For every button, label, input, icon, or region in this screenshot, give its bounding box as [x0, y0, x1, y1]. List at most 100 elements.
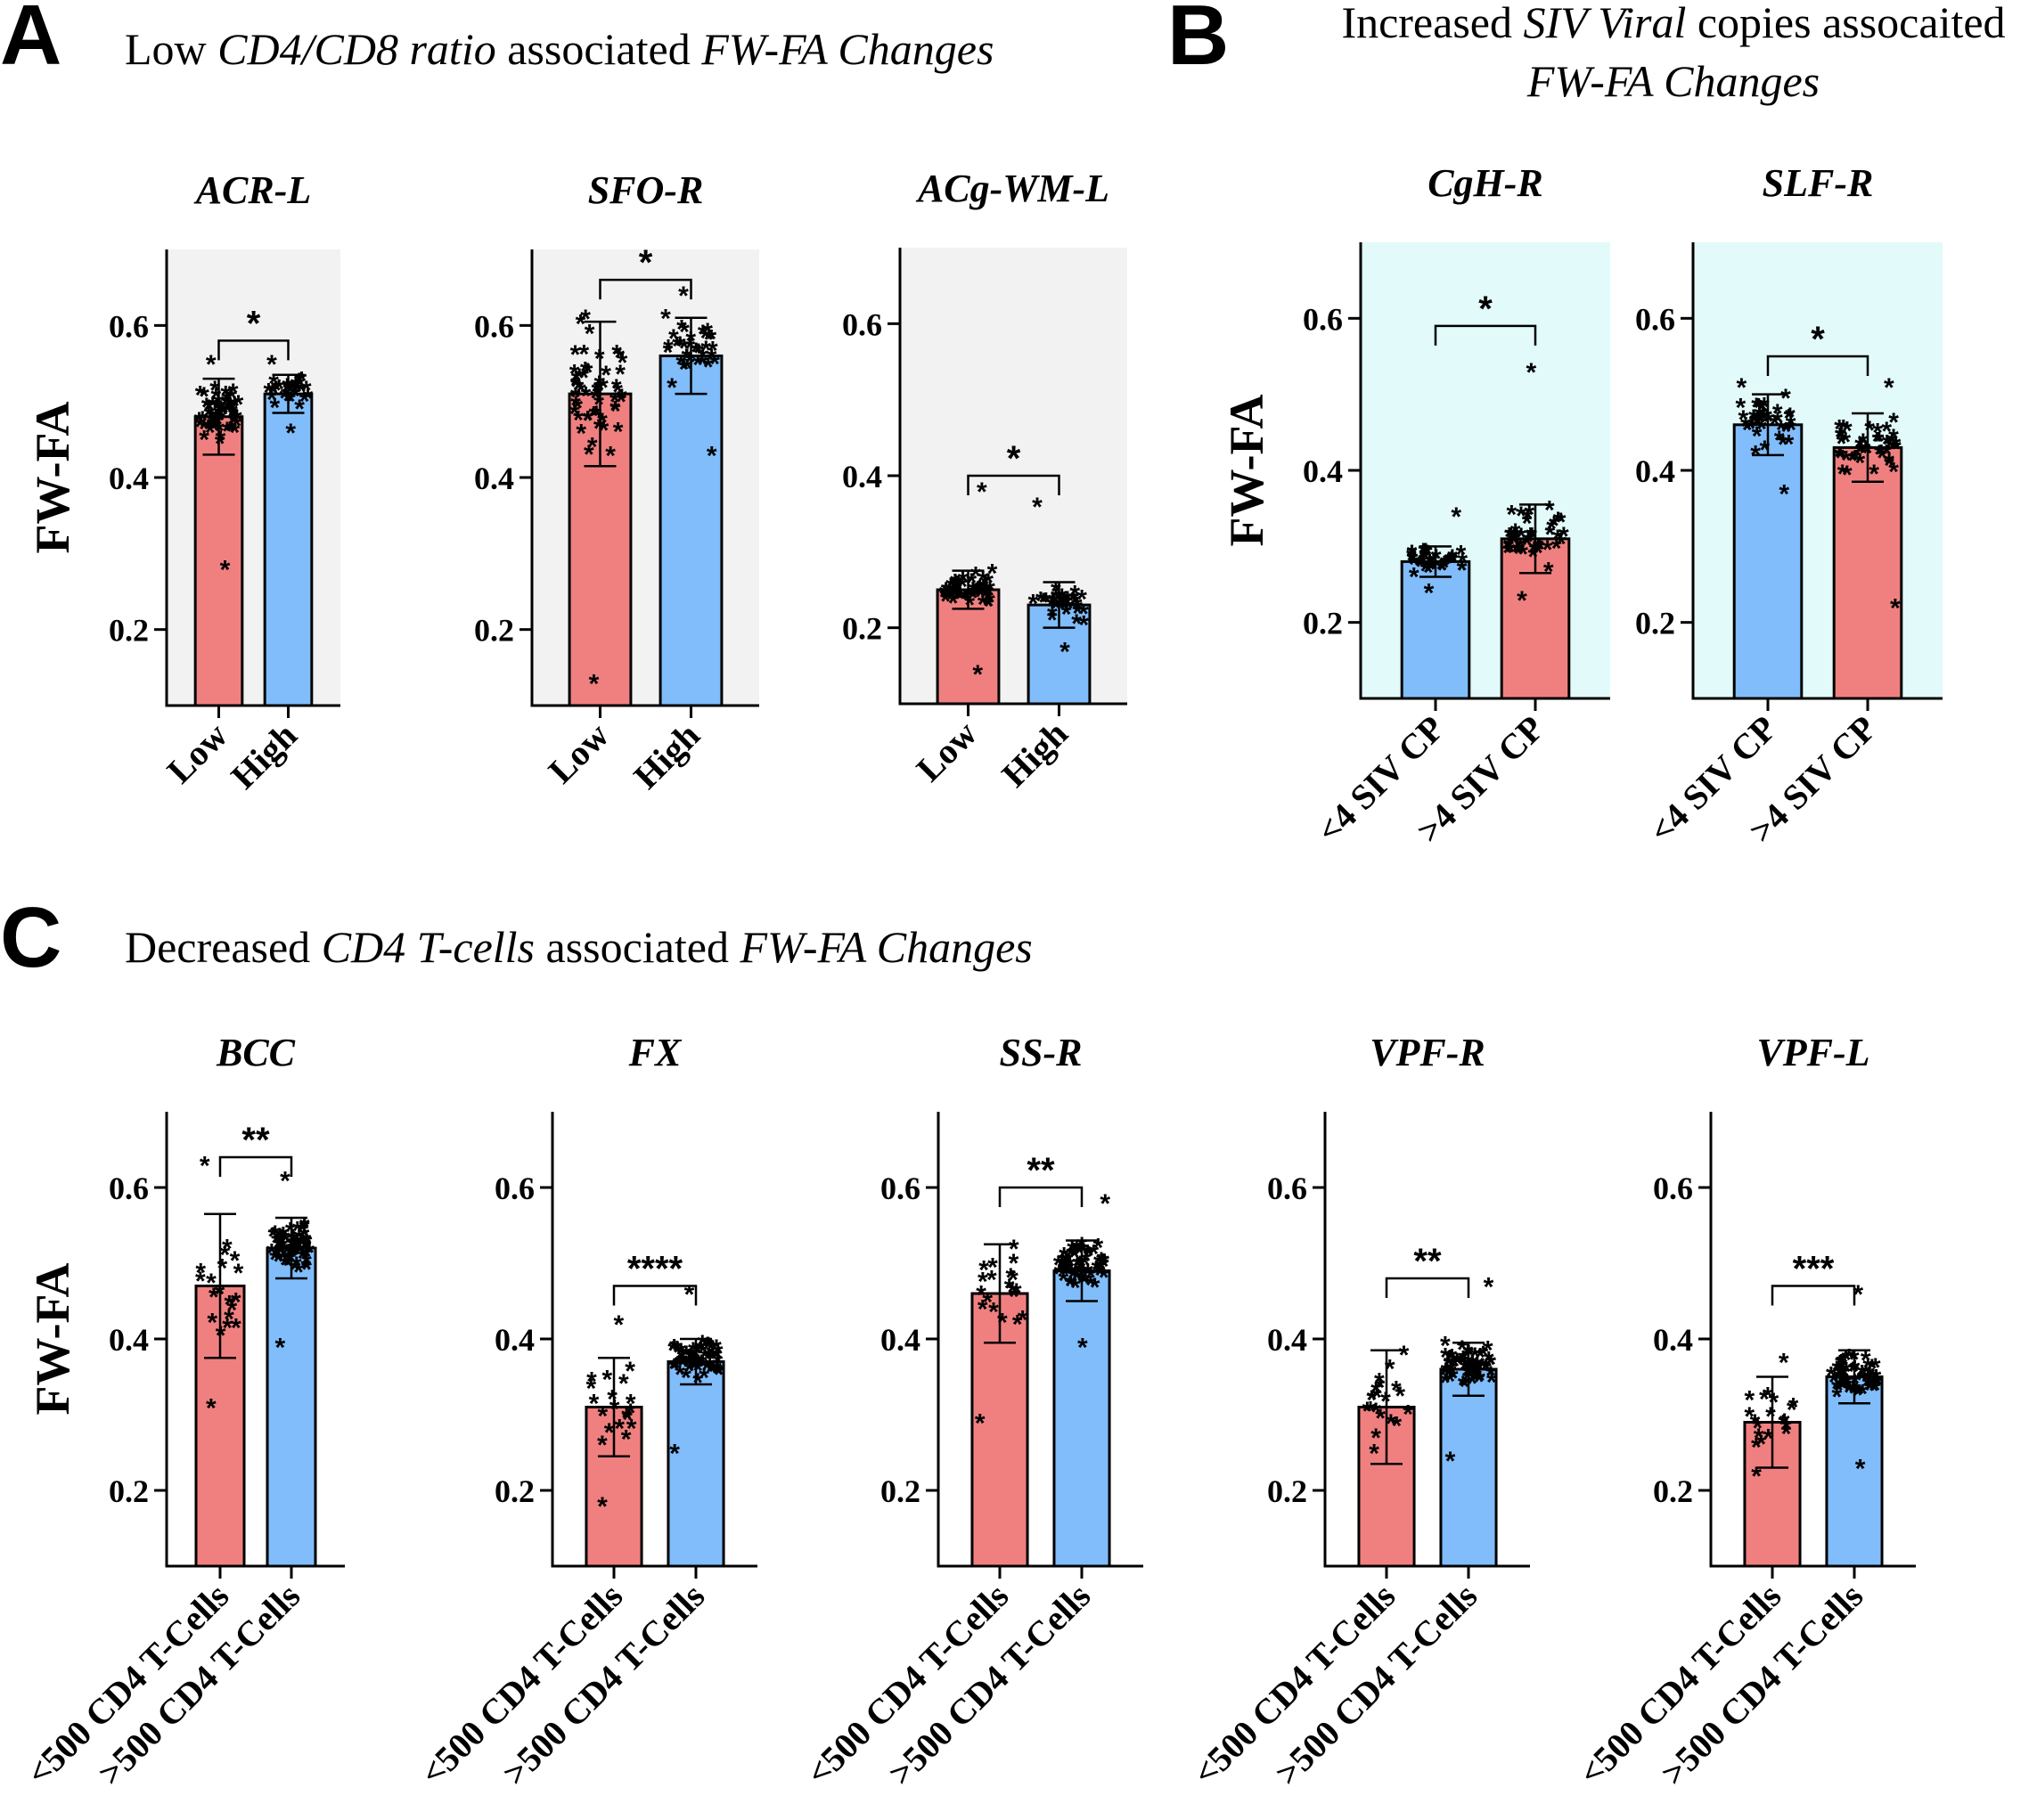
data-point: * [1857, 1380, 1868, 1409]
data-point: * [1080, 1247, 1091, 1277]
data-point: * [298, 1230, 308, 1260]
data-point: * [953, 584, 963, 613]
data-point: * [301, 1249, 312, 1278]
data-point: * [226, 416, 237, 445]
data-point: * [1884, 449, 1894, 478]
data-point: * [299, 1222, 310, 1252]
data-point: * [294, 1239, 305, 1269]
data-point: * [222, 1313, 233, 1343]
data-point: * [1066, 1242, 1076, 1271]
data-point: * [1736, 373, 1747, 403]
data-point: * [1542, 535, 1553, 565]
data-point: * [700, 323, 711, 353]
data-point: * [1059, 1253, 1070, 1283]
data-point: * [985, 588, 995, 617]
data-point: * [978, 1267, 988, 1296]
data-point: * [1457, 556, 1468, 585]
data-point: * [301, 1228, 312, 1257]
data-point: * [1523, 527, 1534, 557]
data-point: * [1077, 1334, 1088, 1363]
data-point: * [266, 1238, 277, 1268]
data-point: * [228, 402, 239, 431]
data-point: * [217, 1253, 227, 1283]
data-point: * [279, 1236, 290, 1266]
data-point: * [1864, 1375, 1875, 1405]
data-point: * [583, 358, 593, 388]
significance-bracket [612, 1285, 698, 1306]
data-point: * [1085, 1271, 1096, 1301]
data-point: * [1367, 1385, 1378, 1415]
data-point: * [1833, 1376, 1844, 1406]
data-point: * [1838, 1348, 1849, 1377]
data-point: * [711, 1343, 722, 1372]
data-point: * [1847, 446, 1858, 476]
data-point: * [1861, 1359, 1871, 1389]
data-point: * [949, 583, 960, 612]
data-point: * [1844, 1378, 1854, 1408]
data-point: * [1772, 399, 1783, 428]
data-point: * [1375, 1373, 1386, 1402]
data-point: * [690, 1351, 700, 1380]
data-point: * [1551, 535, 1562, 564]
data-point: * [663, 335, 674, 364]
data-point: * [208, 392, 218, 421]
data-point: * [267, 378, 278, 407]
section-b-title-part: Increased [1341, 0, 1523, 47]
data-point: * [1872, 1371, 1883, 1400]
data-point: * [281, 1228, 291, 1257]
data-point: * [1440, 1343, 1451, 1373]
data-point: * [1072, 595, 1083, 624]
section-c-title-part: CD4 T-cells [322, 922, 535, 972]
data-point: * [1084, 1241, 1094, 1270]
data-point: * [1446, 1359, 1457, 1388]
data-point: * [1059, 1259, 1070, 1288]
data-point: * [984, 581, 994, 610]
data-point: * [617, 384, 627, 413]
data-point: * [574, 363, 585, 393]
data-point: * [1439, 551, 1450, 581]
data-point: * [1858, 428, 1869, 458]
section-b-letter: B [1167, 0, 1229, 83]
data-point: * [1481, 1356, 1492, 1385]
data-point: * [669, 1440, 680, 1469]
y-tick-label: 0.4 [474, 461, 514, 496]
data-point: * [1458, 1346, 1468, 1375]
data-point: * [1781, 1414, 1792, 1443]
section-b-title-line1: Increased SIV Viral copies assocaited [1341, 0, 2005, 47]
section-c-title-part: Decreased [125, 922, 322, 972]
data-point: * [1448, 1364, 1459, 1393]
significance-label: **** [627, 1250, 683, 1289]
data-point: * [1485, 1350, 1496, 1379]
data-point: * [1838, 415, 1849, 445]
data-point: * [696, 1335, 707, 1365]
data-point: * [1484, 1273, 1494, 1302]
data-point: * [1556, 529, 1567, 559]
data-point: * [225, 417, 236, 446]
data-point: * [200, 1152, 210, 1181]
significance-bracket [967, 474, 1060, 495]
data-point: * [1738, 405, 1749, 435]
data-point: * [678, 282, 689, 311]
data-point: * [1746, 414, 1756, 444]
data-point: * [978, 1294, 988, 1324]
data-point: * [691, 338, 701, 367]
data-point: * [1510, 518, 1521, 548]
data-point: * [1751, 393, 1762, 422]
data-point: * [207, 1309, 217, 1338]
data-point: * [1506, 522, 1517, 551]
data-point: * [1092, 1255, 1102, 1285]
data-point: * [195, 1267, 206, 1296]
data-point: * [1005, 1263, 1016, 1293]
data-point: * [215, 429, 225, 459]
data-point: * [1862, 1353, 1873, 1383]
chart-title: CgH-R [1428, 161, 1543, 205]
bar [1400, 559, 1471, 700]
data-point: * [1534, 535, 1545, 564]
significance-bracket [218, 1155, 293, 1177]
data-point: * [1522, 530, 1533, 559]
y-tick-label: 0.2 [109, 613, 149, 649]
data-point: * [1886, 428, 1897, 458]
data-point: * [1736, 394, 1747, 423]
data-point: * [1831, 1375, 1842, 1404]
